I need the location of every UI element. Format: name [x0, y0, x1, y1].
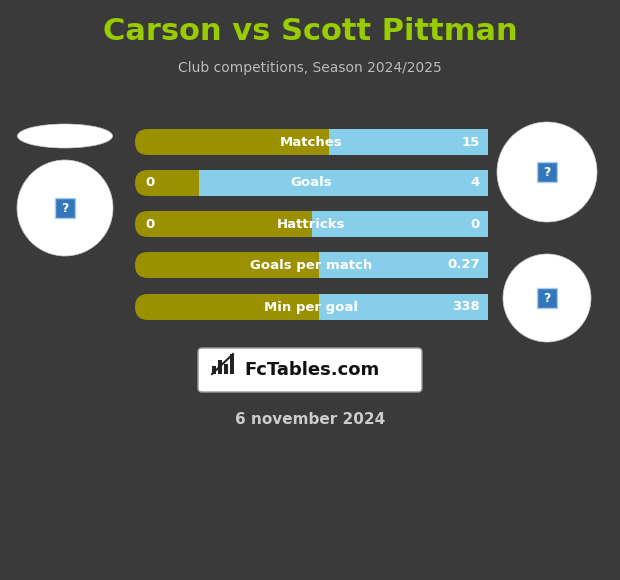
- Text: 0: 0: [471, 218, 480, 230]
- Bar: [198, 170, 488, 196]
- FancyBboxPatch shape: [462, 294, 488, 320]
- FancyBboxPatch shape: [198, 348, 422, 392]
- Circle shape: [17, 160, 113, 256]
- Bar: [212, 366, 216, 374]
- FancyBboxPatch shape: [55, 198, 75, 218]
- Bar: [218, 360, 222, 374]
- FancyBboxPatch shape: [135, 129, 488, 155]
- FancyBboxPatch shape: [462, 252, 488, 278]
- Text: Min per goal: Min per goal: [265, 300, 358, 314]
- Text: ?: ?: [61, 201, 69, 215]
- FancyBboxPatch shape: [537, 162, 557, 182]
- Text: Goals: Goals: [291, 176, 332, 190]
- Text: ?: ?: [543, 165, 551, 179]
- FancyBboxPatch shape: [462, 129, 488, 155]
- Text: 6 november 2024: 6 november 2024: [235, 412, 385, 427]
- FancyBboxPatch shape: [135, 294, 488, 320]
- Text: Goals per match: Goals per match: [250, 259, 373, 271]
- FancyBboxPatch shape: [135, 170, 488, 196]
- FancyBboxPatch shape: [462, 170, 488, 196]
- Text: FcTables.com: FcTables.com: [244, 361, 379, 379]
- FancyBboxPatch shape: [135, 252, 488, 278]
- Text: 0: 0: [145, 218, 154, 230]
- Text: ?: ?: [543, 292, 551, 304]
- FancyBboxPatch shape: [537, 288, 557, 308]
- Ellipse shape: [17, 124, 112, 148]
- Bar: [230, 354, 234, 374]
- FancyBboxPatch shape: [135, 211, 488, 237]
- Text: 15: 15: [462, 136, 480, 148]
- Bar: [329, 129, 488, 155]
- Text: 0.27: 0.27: [448, 259, 480, 271]
- Circle shape: [497, 122, 597, 222]
- Bar: [319, 294, 488, 320]
- Text: Carson vs Scott Pittman: Carson vs Scott Pittman: [103, 17, 517, 46]
- Text: 4: 4: [471, 176, 480, 190]
- Bar: [224, 364, 228, 374]
- Text: Matches: Matches: [280, 136, 343, 148]
- FancyBboxPatch shape: [462, 211, 488, 237]
- Circle shape: [503, 254, 591, 342]
- Text: 338: 338: [452, 300, 480, 314]
- Bar: [319, 252, 488, 278]
- Text: Hattricks: Hattricks: [277, 218, 346, 230]
- Text: Club competitions, Season 2024/2025: Club competitions, Season 2024/2025: [178, 61, 442, 75]
- Bar: [311, 211, 488, 237]
- Text: 0: 0: [145, 176, 154, 190]
